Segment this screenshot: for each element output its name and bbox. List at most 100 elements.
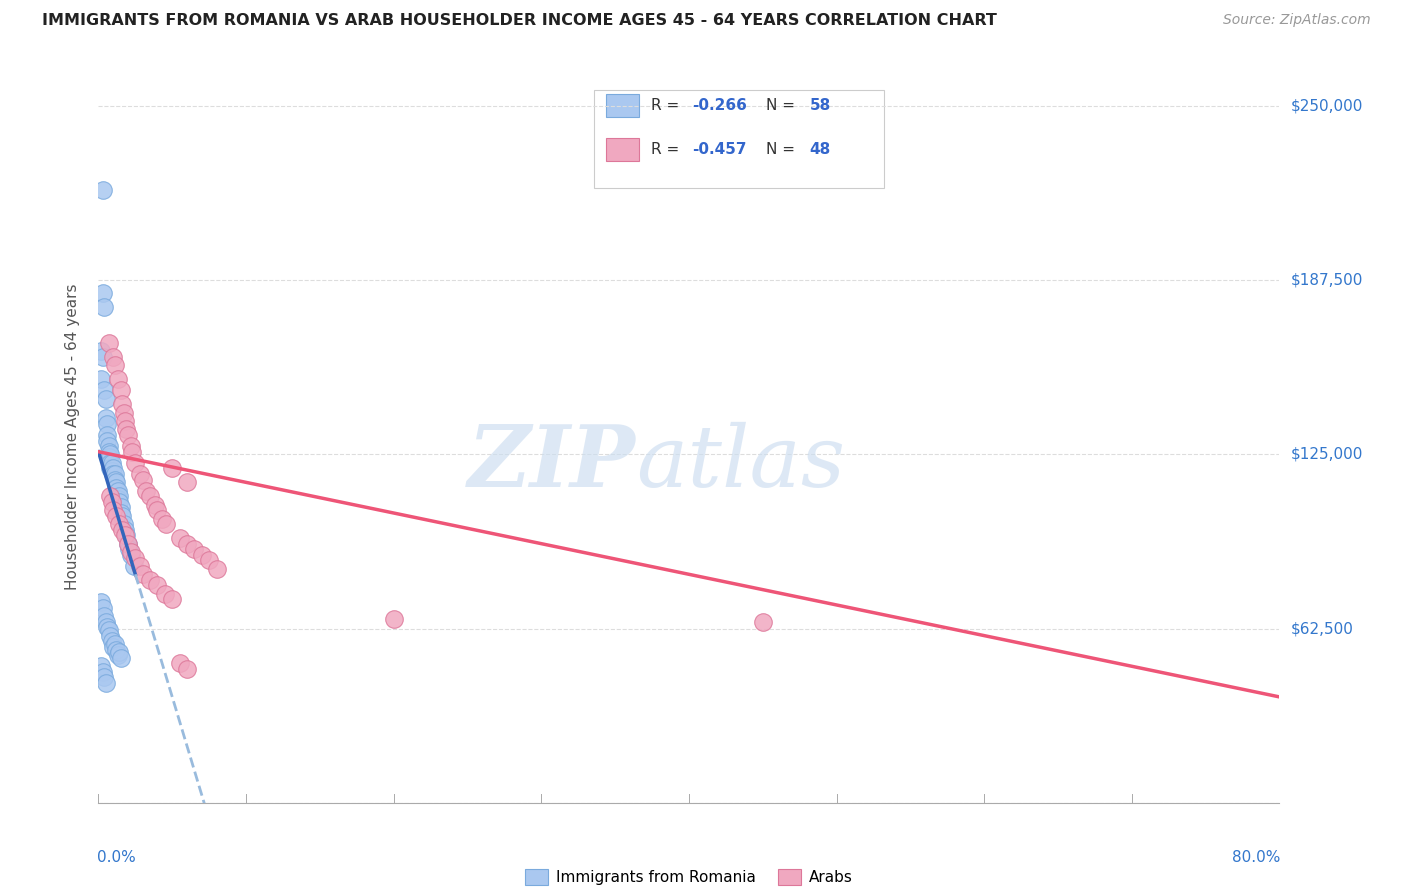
Y-axis label: Householder Income Ages 45 - 64 years: Householder Income Ages 45 - 64 years: [65, 284, 80, 591]
Point: [153, 587, 176, 601]
Point: [110, 506, 132, 520]
FancyBboxPatch shape: [606, 94, 640, 118]
Point: [103, 461, 125, 475]
Text: $250,000: $250,000: [1291, 99, 1362, 113]
Point: [104, 467, 127, 481]
Point: [97, 439, 120, 453]
Point: [107, 648, 129, 662]
Point: [93, 609, 115, 624]
Point: [108, 645, 131, 659]
Point: [118, 542, 141, 557]
Point: [103, 467, 125, 481]
Text: 0.0%: 0.0%: [97, 850, 136, 865]
Point: [139, 573, 162, 587]
Point: [120, 545, 142, 559]
Point: [96, 428, 118, 442]
Point: [751, 615, 773, 629]
Point: [105, 508, 128, 523]
Point: [112, 517, 135, 532]
Point: [91, 600, 114, 615]
Point: [100, 495, 122, 509]
Point: [139, 489, 162, 503]
Point: [176, 536, 198, 550]
Text: 80.0%: 80.0%: [1232, 850, 1281, 865]
Point: [94, 392, 117, 406]
Point: [100, 464, 122, 478]
Point: [132, 567, 155, 582]
Point: [111, 397, 134, 411]
Point: [97, 336, 120, 351]
Point: [111, 508, 134, 523]
Text: Source: ZipAtlas.com: Source: ZipAtlas.com: [1223, 13, 1371, 28]
Point: [183, 542, 205, 557]
Point: [114, 523, 136, 537]
Point: [100, 456, 122, 470]
Point: [169, 657, 191, 671]
Point: [135, 483, 157, 498]
Point: [146, 578, 169, 592]
Point: [122, 558, 145, 573]
Point: [93, 300, 115, 314]
Point: [103, 640, 125, 654]
Point: [104, 637, 127, 651]
Point: [110, 384, 132, 398]
Point: [114, 414, 136, 428]
Point: [98, 489, 121, 503]
Point: [198, 553, 221, 567]
Point: [111, 523, 134, 537]
Point: [117, 536, 139, 550]
Point: [98, 461, 121, 475]
Point: [98, 629, 121, 643]
Point: [91, 285, 114, 300]
Point: [162, 592, 183, 607]
Point: [104, 359, 127, 373]
Point: [146, 503, 169, 517]
Text: $62,500: $62,500: [1291, 621, 1354, 636]
Point: [98, 456, 121, 470]
FancyBboxPatch shape: [595, 90, 884, 188]
Point: [96, 620, 118, 634]
Point: [128, 558, 150, 573]
Legend: Immigrants from Romania, Arabs: Immigrants from Romania, Arabs: [519, 863, 859, 891]
Point: [104, 473, 127, 487]
Point: [90, 659, 112, 673]
Text: R =: R =: [651, 98, 685, 113]
Point: [143, 498, 166, 512]
Text: R =: R =: [651, 142, 685, 157]
Point: [97, 450, 120, 465]
Point: [117, 428, 139, 442]
Text: $125,000: $125,000: [1291, 447, 1362, 462]
Point: [112, 406, 135, 420]
Point: [121, 444, 143, 458]
Text: $187,500: $187,500: [1291, 273, 1362, 288]
Text: N =: N =: [766, 142, 800, 157]
Point: [97, 444, 120, 458]
Point: [115, 528, 138, 542]
Point: [132, 473, 155, 487]
Point: [94, 411, 117, 425]
Text: -0.266: -0.266: [693, 98, 748, 113]
Text: -0.457: -0.457: [693, 142, 747, 157]
Point: [176, 475, 198, 490]
Point: [108, 495, 131, 509]
Point: [90, 372, 112, 386]
Point: [105, 475, 128, 490]
Point: [191, 548, 214, 562]
Point: [91, 350, 114, 364]
Point: [96, 434, 118, 448]
Point: [94, 615, 117, 629]
Point: [169, 531, 191, 545]
Text: atlas: atlas: [636, 421, 845, 504]
Point: [382, 612, 405, 626]
Text: IMMIGRANTS FROM ROMANIA VS ARAB HOUSEHOLDER INCOME AGES 45 - 64 YEARS CORRELATIO: IMMIGRANTS FROM ROMANIA VS ARAB HOUSEHOL…: [42, 13, 997, 29]
Point: [176, 662, 198, 676]
Point: [115, 422, 138, 436]
Point: [120, 439, 142, 453]
Point: [162, 461, 183, 475]
Text: 48: 48: [810, 142, 831, 157]
Point: [93, 384, 115, 398]
Point: [124, 456, 146, 470]
Point: [105, 481, 128, 495]
Point: [97, 623, 120, 637]
FancyBboxPatch shape: [606, 138, 640, 161]
